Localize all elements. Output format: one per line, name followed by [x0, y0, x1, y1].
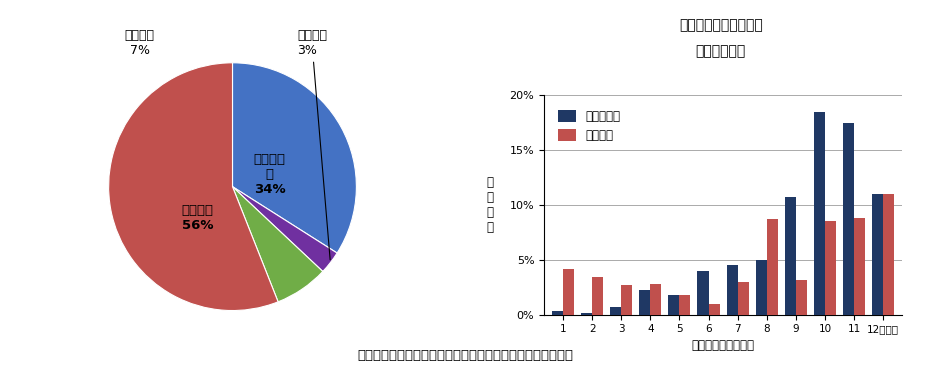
- Text: 太陽光発電システムの不具合事例ファイル　　日刊工業新聞: 太陽光発電システムの不具合事例ファイル 日刊工業新聞: [357, 349, 573, 362]
- Bar: [698, 271, 709, 315]
- Bar: [581, 313, 592, 315]
- Text: パワコン
56%: パワコン 56%: [181, 203, 214, 232]
- Text: モジュール・パワコン: モジュール・パワコン: [679, 18, 763, 32]
- Bar: [785, 197, 796, 315]
- Bar: [621, 285, 632, 315]
- Text: 出力抑制
3%: 出力抑制 3%: [297, 29, 330, 260]
- Bar: [709, 304, 720, 315]
- Bar: [796, 280, 807, 315]
- Wedge shape: [232, 187, 323, 302]
- Bar: [563, 269, 574, 315]
- Bar: [592, 277, 604, 315]
- Bar: [639, 290, 650, 315]
- Wedge shape: [232, 63, 356, 253]
- Bar: [766, 219, 777, 315]
- Bar: [854, 218, 865, 315]
- Bar: [825, 221, 836, 315]
- Bar: [610, 307, 621, 315]
- Bar: [551, 311, 563, 315]
- Bar: [756, 260, 766, 315]
- Bar: [884, 194, 895, 315]
- Bar: [737, 282, 749, 315]
- Wedge shape: [109, 63, 278, 310]
- Wedge shape: [232, 187, 337, 272]
- X-axis label: 設置からの経過年数: 設置からの経過年数: [692, 339, 754, 352]
- Bar: [872, 194, 883, 315]
- Bar: [650, 284, 661, 315]
- Text: 施工不良
7%: 施工不良 7%: [125, 29, 154, 57]
- Legend: モジュール, パワコン: モジュール, パワコン: [553, 105, 625, 147]
- Bar: [669, 295, 680, 315]
- Y-axis label: 修
理
割
合: 修 理 割 合: [486, 176, 494, 234]
- Bar: [726, 265, 737, 315]
- Bar: [843, 123, 854, 315]
- Text: 不良交換時期: 不良交換時期: [696, 44, 746, 58]
- Bar: [680, 295, 690, 315]
- Text: モジュー
ル
34%: モジュー ル 34%: [254, 153, 286, 196]
- Bar: [814, 112, 825, 315]
